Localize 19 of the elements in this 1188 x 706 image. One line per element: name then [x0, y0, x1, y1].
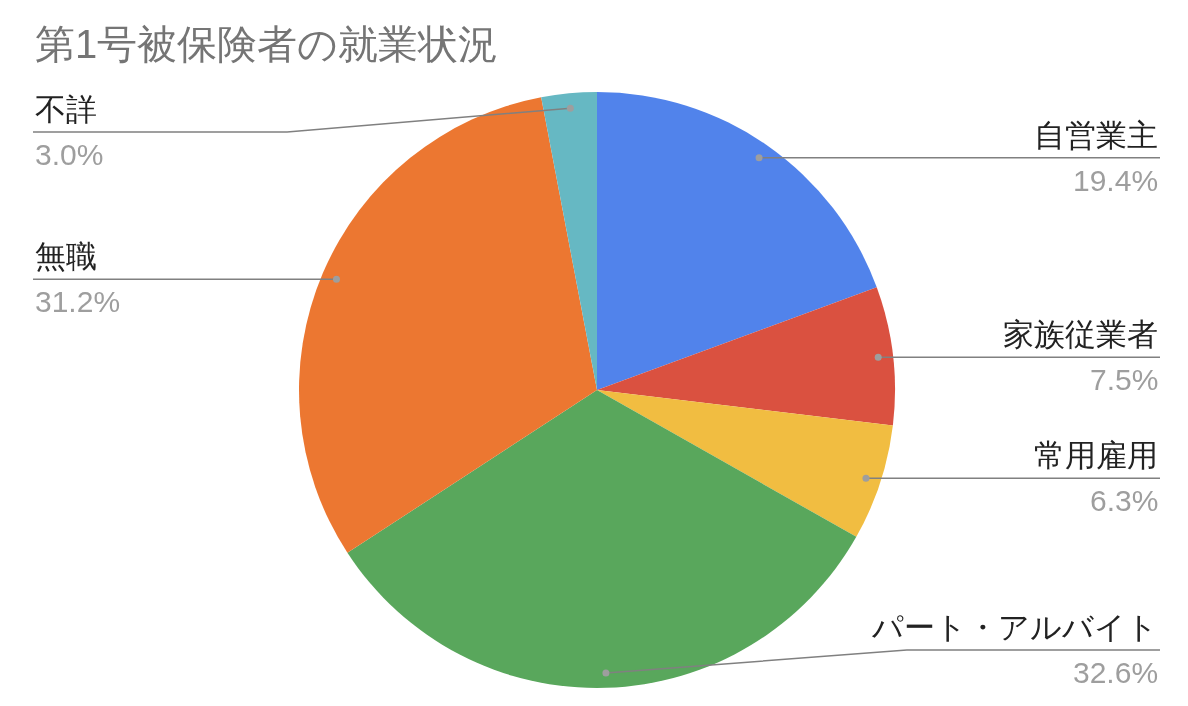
data-label: 31.2% — [35, 285, 121, 318]
data-label: 32.6% — [1073, 656, 1159, 689]
pie-slice — [597, 287, 895, 426]
pie-slice — [347, 390, 857, 688]
data-label: 3.0% — [35, 138, 104, 171]
slice-label: 無職 — [35, 239, 97, 274]
slice-label: パート・アルバイト — [871, 610, 1158, 645]
pie-slice — [299, 97, 597, 553]
slice-label: 自営業主 — [1034, 118, 1158, 153]
pie-slice — [597, 390, 893, 537]
pie-slice — [597, 92, 877, 390]
slice-label: 常用雇用 — [1034, 438, 1158, 473]
data-label: 6.3% — [1090, 484, 1159, 517]
pie-slice — [541, 92, 597, 390]
chart-title: 第1号被保険者の就業状況 — [35, 22, 499, 66]
slice-label: 家族従業者 — [1003, 317, 1158, 352]
data-label: 7.5% — [1090, 363, 1159, 396]
data-label: 19.4% — [1073, 164, 1159, 197]
slice-label: 不詳 — [35, 92, 97, 127]
